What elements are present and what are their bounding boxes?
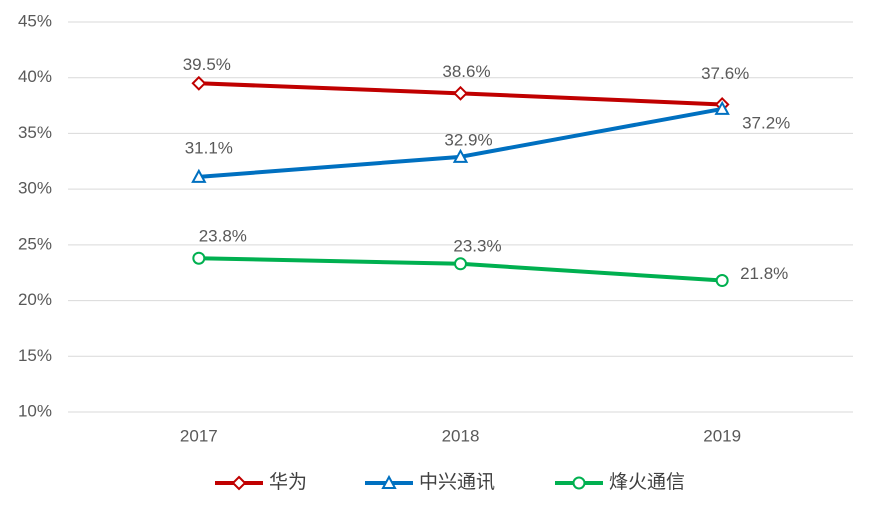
data-label: 39.5%: [183, 55, 231, 74]
marker: [714, 100, 730, 115]
legend-label: 华为: [269, 471, 307, 493]
legend: 华为 中兴通讯 烽火通信: [215, 471, 685, 493]
x-tick-label: 2017: [180, 426, 218, 445]
data-label: 31.1%: [185, 138, 233, 157]
x-tick-label: 2018: [442, 426, 480, 445]
legend-label: 中兴通讯: [419, 471, 495, 493]
y-tick-label: 40%: [18, 67, 52, 86]
legend-label: 烽火通信: [609, 471, 685, 493]
data-label: 23.3%: [453, 236, 501, 255]
marker: [191, 75, 207, 91]
marker: [715, 274, 729, 288]
y-tick-label: 10%: [18, 401, 52, 420]
data-label: 32.9%: [444, 130, 492, 149]
data-label: 23.8%: [199, 227, 247, 246]
marker: [453, 85, 468, 101]
y-tick-label: 25%: [18, 234, 52, 253]
marker: [452, 148, 469, 163]
marker: [454, 257, 467, 271]
marker: [191, 168, 207, 183]
data-label: 37.6%: [701, 64, 749, 83]
y-tick-label: 20%: [18, 290, 52, 309]
legend-marker: [231, 475, 247, 491]
y-tick-label: 35%: [18, 123, 52, 142]
legend-marker: [572, 476, 586, 490]
y-tick-label: 15%: [18, 346, 52, 365]
data-label: 21.8%: [740, 264, 788, 283]
y-tick-label: 45%: [18, 11, 52, 30]
marker: [192, 251, 206, 265]
data-label: 38.6%: [442, 62, 490, 81]
data-label: 37.2%: [742, 113, 790, 132]
x-tick-label: 2019: [703, 426, 741, 445]
y-tick-label: 30%: [18, 179, 52, 198]
legend-marker: [381, 474, 397, 489]
